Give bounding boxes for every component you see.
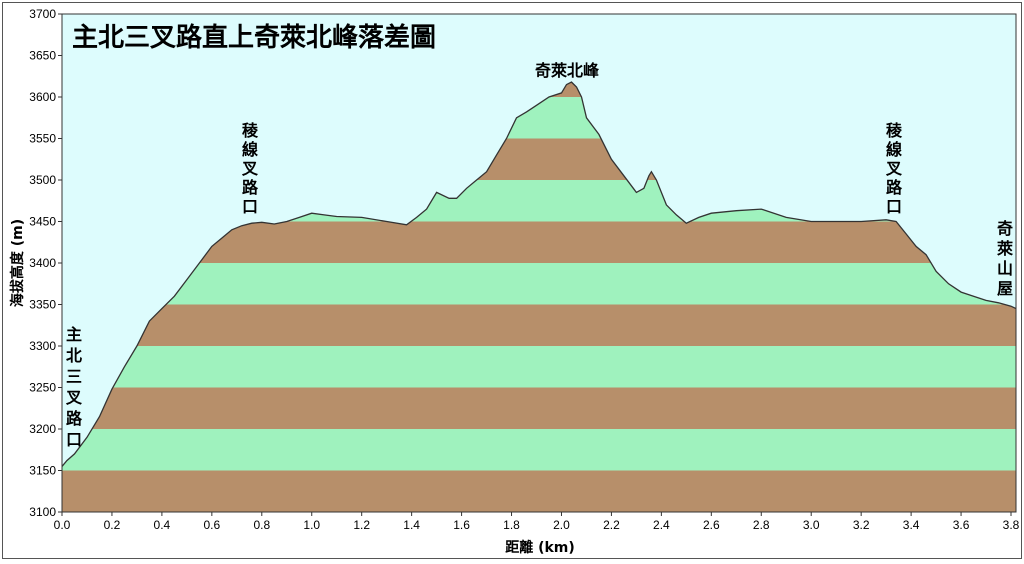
elevation-band: [62, 263, 1016, 305]
elevation-band: [62, 470, 1016, 512]
svg-text:北: 北: [66, 346, 82, 365]
x-tick-label: 1.2: [353, 518, 370, 532]
y-tick-label: 3200: [29, 422, 56, 436]
chart-title: 主北三叉路直上奇萊北峰落差圖: [72, 22, 436, 53]
x-tick-label: 0.8: [253, 518, 270, 532]
svg-text:路: 路: [66, 409, 83, 428]
y-tick-label: 3150: [29, 464, 56, 478]
x-tick-label: 2.8: [753, 518, 770, 532]
svg-text:山: 山: [997, 259, 1013, 278]
x-tick-label: 3.2: [853, 518, 870, 532]
svg-text:叉: 叉: [885, 159, 903, 178]
svg-text:主: 主: [66, 325, 82, 344]
x-tick-label: 3.4: [903, 518, 920, 532]
svg-text:路: 路: [886, 178, 903, 197]
y-tick-label: 3450: [29, 215, 56, 229]
x-tick-label: 2.4: [653, 518, 670, 532]
svg-text:叉: 叉: [241, 159, 259, 178]
y-tick-label: 3600: [29, 90, 56, 104]
y-tick-label: 3350: [29, 298, 56, 312]
profile-line: [61, 81, 1017, 467]
y-tick-label: 3100: [29, 505, 56, 519]
svg-text:口: 口: [242, 197, 258, 216]
x-tick-label: 2.2: [603, 518, 620, 532]
svg-text:叉: 叉: [65, 388, 83, 407]
svg-text:口: 口: [886, 197, 902, 216]
elevation-band: [62, 429, 1016, 471]
svg-text:稜: 稜: [886, 121, 903, 140]
elevation-band: [62, 304, 1016, 346]
y-tick-label: 3650: [29, 49, 56, 63]
y-axis: 3100 3150 3200 3250 3300 3350 3400 3450 3500 3550…: [29, 7, 62, 519]
x-tick-label: 3.8: [1003, 518, 1020, 532]
svg-text:奇: 奇: [997, 219, 1013, 238]
y-tick-label: 3300: [29, 339, 56, 353]
svg-text:口: 口: [66, 430, 82, 449]
y-tick-label: 3550: [29, 132, 56, 146]
y-tick-label: 3500: [29, 173, 56, 187]
x-tick-label: 2.0: [553, 518, 570, 532]
svg-text:屋: 屋: [997, 279, 1013, 298]
x-tick-label: 0.4: [154, 518, 171, 532]
x-tick-label: 0.2: [104, 518, 121, 532]
elevation-band: [62, 346, 1016, 388]
svg-text:稜: 稜: [242, 121, 259, 140]
x-tick-label: 3.6: [953, 518, 970, 532]
y-axis-title: 海拔高度 (m): [9, 219, 26, 307]
y-tick-label: 3250: [29, 381, 56, 395]
svg-text:線: 線: [242, 140, 258, 159]
svg-text:線: 線: [886, 140, 902, 159]
x-tick-label: 1.0: [303, 518, 320, 532]
x-tick-label: 0.0: [54, 518, 71, 532]
x-tick-label: 0.6: [203, 518, 220, 532]
x-axis: 0.0 0.2 0.4 0.6 0.8 1.0 1.2 1.4 1.6 1.8 2.0 2.2 2.4 2…: [54, 512, 1020, 532]
x-tick-label: 1.4: [403, 518, 420, 532]
x-tick-label: 3.0: [803, 518, 820, 532]
svg-text:路: 路: [242, 178, 259, 197]
x-tick-label: 1.6: [453, 518, 470, 532]
x-tick-label: 2.6: [703, 518, 720, 532]
svg-text:三: 三: [66, 367, 82, 386]
elevation-band: [62, 387, 1016, 429]
y-tick-label: 3700: [29, 7, 56, 21]
y-tick-label: 3400: [29, 256, 56, 270]
x-axis-title: 距離 (km): [505, 539, 575, 556]
annotation-peak: 奇萊北峰: [535, 61, 600, 80]
svg-text:萊: 萊: [996, 239, 1014, 258]
x-tick-label: 1.8: [503, 518, 520, 532]
